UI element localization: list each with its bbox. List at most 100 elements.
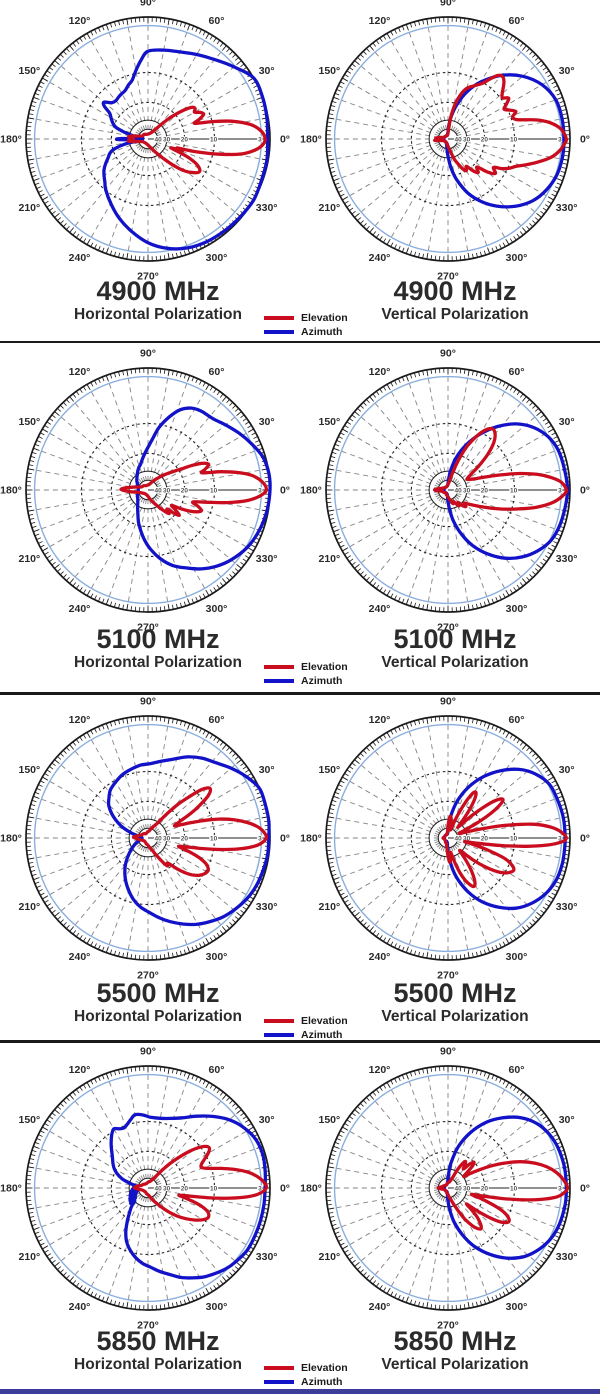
edge-tick <box>521 45 527 51</box>
edge-tick <box>79 587 83 592</box>
grid-spoke <box>33 840 140 881</box>
edge-tick <box>251 1130 256 1134</box>
edge-tick <box>405 24 409 31</box>
edge-tick <box>51 63 56 68</box>
edge-tick <box>526 399 530 404</box>
edge-tick <box>509 238 513 243</box>
edge-tick <box>386 1287 391 1294</box>
grid-spoke <box>54 60 142 134</box>
edge-tick <box>545 555 550 559</box>
edge-tick <box>426 369 429 377</box>
edge-tick <box>476 1301 478 1307</box>
edge-tick <box>195 27 198 32</box>
edge-tick <box>521 1276 527 1282</box>
edge-tick <box>57 217 62 221</box>
radial-scale-label: 30 <box>163 488 171 495</box>
edge-tick <box>519 741 524 746</box>
title-block-5850-horizontal: 5850 MHz Horizontal Polarization <box>8 1327 308 1372</box>
grid-spoke <box>426 1067 447 1180</box>
grid-spoke <box>452 497 510 596</box>
edge-tick <box>346 555 351 559</box>
edge-tick <box>499 595 502 600</box>
radial-scale-label: 40 <box>454 1186 462 1193</box>
edge-tick <box>27 1170 32 1173</box>
edge-tick <box>551 432 556 436</box>
edge-tick <box>163 717 166 722</box>
edge-tick <box>59 919 64 924</box>
grid-spoke <box>452 146 510 245</box>
edge-tick <box>94 244 97 249</box>
edge-tick <box>44 899 49 903</box>
edge-tick <box>109 250 113 256</box>
edge-tick <box>229 401 234 406</box>
edge-tick <box>394 728 397 733</box>
edge-tick <box>413 21 417 27</box>
edge-tick <box>547 1126 554 1131</box>
edge-tick <box>529 50 534 55</box>
chart-polarization: Vertical Polarization <box>381 1355 529 1373</box>
edge-tick <box>44 74 49 78</box>
radial-scale-label: 20 <box>181 836 189 843</box>
edge-tick <box>253 436 258 439</box>
edge-tick <box>46 1119 51 1123</box>
edge-tick <box>226 399 230 404</box>
edge-tick <box>333 1227 340 1231</box>
edge-tick <box>328 113 334 115</box>
edge-tick <box>413 1300 417 1306</box>
edge-tick <box>516 233 521 238</box>
edge-tick <box>176 20 178 26</box>
edge-tick <box>187 1296 191 1303</box>
elevation-curve <box>441 790 568 889</box>
edge-tick <box>101 598 105 604</box>
edge-tick <box>33 1227 40 1231</box>
edge-tick <box>176 371 178 377</box>
edge-tick <box>240 414 245 419</box>
edge-tick <box>118 1069 120 1075</box>
edge-tick <box>560 803 566 807</box>
edge-tick <box>183 949 187 955</box>
edge-tick <box>513 736 517 741</box>
angle-label: 90° <box>440 348 456 360</box>
edge-tick <box>62 1099 67 1104</box>
edge-tick <box>219 930 224 935</box>
edge-tick <box>499 943 502 948</box>
grid-spoke <box>153 844 227 932</box>
edge-tick <box>219 393 224 398</box>
edge-tick <box>242 558 247 563</box>
edge-tick <box>346 769 351 773</box>
edge-tick <box>401 247 405 253</box>
edge-tick <box>405 375 409 382</box>
edge-tick <box>357 408 362 412</box>
grid-spoke <box>155 842 254 900</box>
edge-tick <box>163 1067 166 1072</box>
edge-tick <box>113 602 117 608</box>
edge-tick <box>521 578 527 584</box>
grid-spoke <box>154 843 242 917</box>
edge-tick <box>354 563 360 569</box>
edge-tick <box>36 788 41 791</box>
radial-scale-label: 10 <box>210 137 218 144</box>
angle-label: 0° <box>280 833 290 845</box>
grid-spoke <box>69 45 143 133</box>
edge-tick <box>209 734 213 739</box>
edge-tick <box>30 170 36 174</box>
angle-label: 150° <box>18 764 40 776</box>
edge-tick <box>27 857 35 860</box>
edge-tick <box>472 718 474 724</box>
edge-tick <box>163 954 166 959</box>
edge-tick <box>27 468 35 471</box>
edge-tick <box>483 1299 487 1305</box>
edge-tick <box>163 606 166 611</box>
edge-tick <box>75 1282 80 1287</box>
edge-tick <box>418 252 420 258</box>
edge-tick <box>209 35 213 40</box>
edge-tick <box>327 1170 332 1173</box>
edge-tick <box>502 31 506 36</box>
angle-label: 90° <box>440 696 456 708</box>
grid-spoke <box>69 496 143 584</box>
grid-spoke <box>405 147 446 254</box>
edge-tick <box>542 1256 547 1261</box>
chart-frequency: 5500 MHz <box>96 978 220 1008</box>
edge-tick <box>551 1130 556 1134</box>
edge-tick <box>372 1091 377 1096</box>
